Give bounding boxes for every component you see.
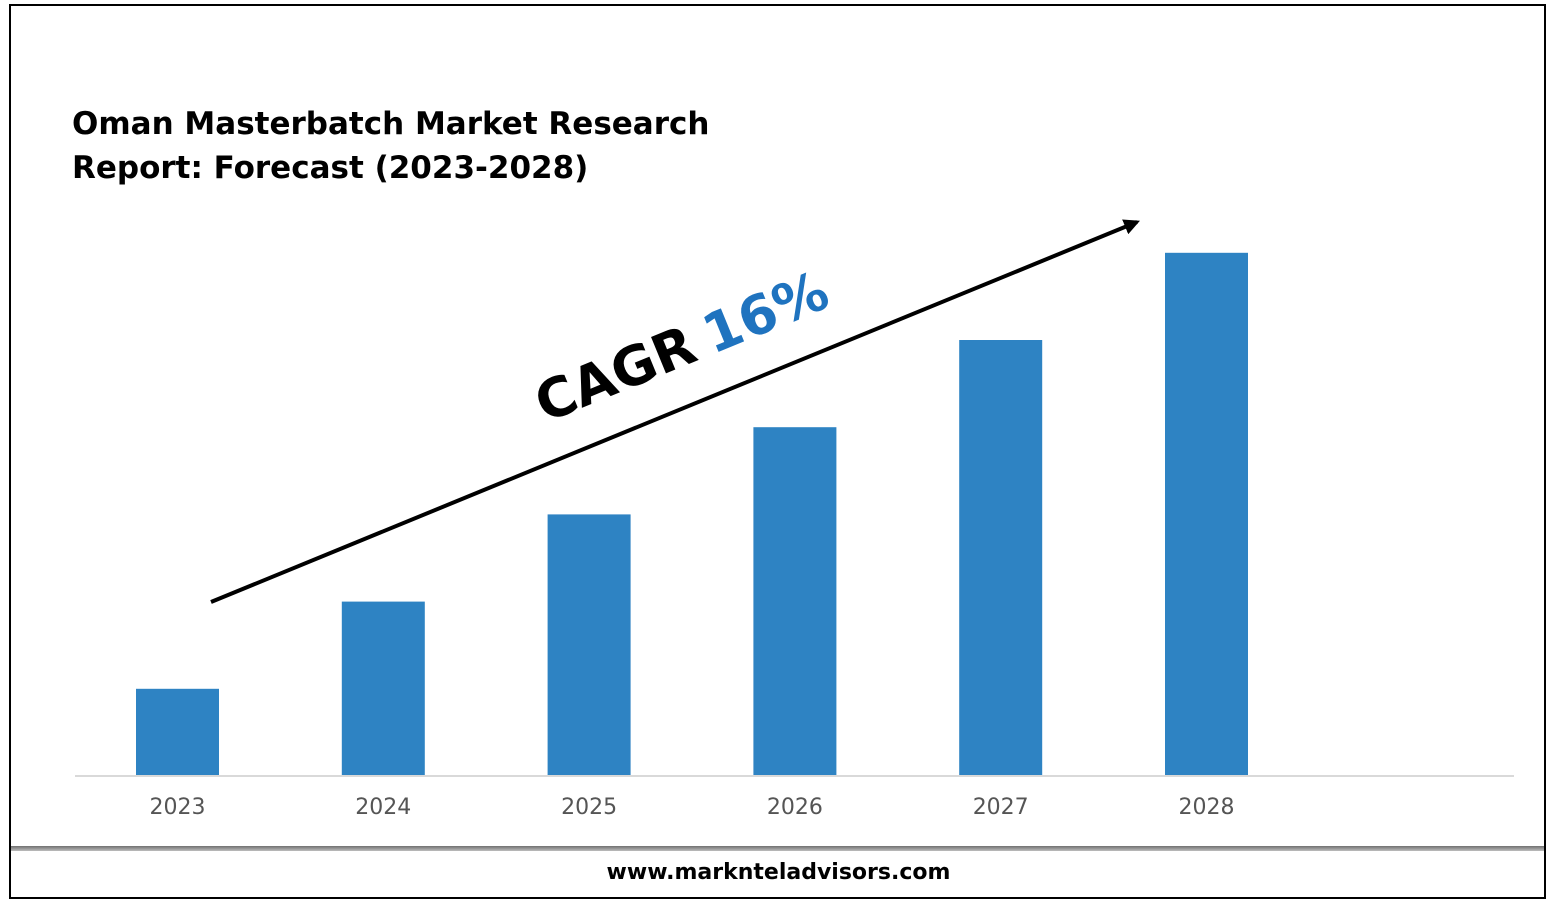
x-axis-tick-labels: 2023 2024 2025 2026 2027 2028 — [150, 795, 1235, 820]
x-tick-label-2024: 2024 — [355, 795, 411, 820]
bar-series — [136, 252, 1248, 777]
x-tick-label-2028: 2028 — [1179, 795, 1235, 820]
footer-website-link[interactable]: www.marknteladvisors.com — [606, 860, 951, 885]
x-tick-label-2027: 2027 — [973, 795, 1029, 820]
x-tick-label-2023: 2023 — [150, 795, 206, 820]
x-tick-label-2025: 2025 — [561, 795, 617, 820]
chart-title-line-2: Report: Forecast (2023-2028) — [72, 150, 589, 186]
growth-arrow — [210, 219, 1140, 604]
footer-divider — [11, 846, 1544, 851]
bar-2025 — [547, 514, 631, 776]
chart-title: Oman Masterbatch Market Research Report:… — [72, 102, 709, 190]
chart-title-line-1: Oman Masterbatch Market Research — [72, 106, 710, 142]
cagr-value: 16% — [694, 259, 838, 366]
bar-2028 — [1165, 252, 1248, 777]
bar-2026 — [753, 427, 837, 776]
bar-2023 — [136, 688, 219, 776]
bar-2027 — [959, 340, 1043, 776]
bar-2024 — [341, 601, 425, 776]
x-tick-label-2026: 2026 — [767, 795, 823, 820]
cagr-label: CAGR — [526, 313, 705, 435]
